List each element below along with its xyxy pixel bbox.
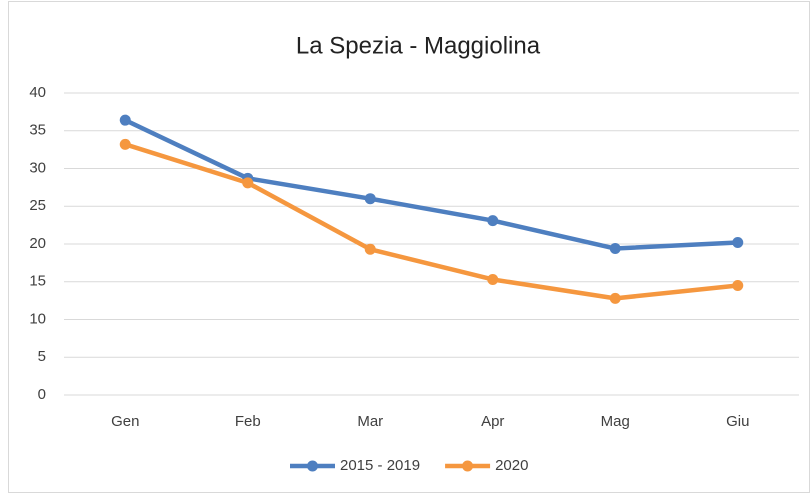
y-tick-label: 10 — [29, 310, 46, 327]
x-tick-label: Gen — [111, 413, 139, 430]
data-point — [732, 236, 744, 248]
y-tick-label: 20 — [29, 235, 46, 252]
x-tick-label: Mar — [357, 413, 383, 430]
legend-marker — [462, 460, 474, 472]
data-point — [242, 177, 254, 189]
x-tick-label: Giu — [726, 413, 749, 430]
data-point — [119, 138, 131, 150]
data-point — [487, 215, 499, 227]
y-tick-label: 5 — [38, 348, 46, 365]
data-point — [364, 243, 376, 255]
y-tick-label: 40 — [29, 84, 46, 101]
y-tick-label: 25 — [29, 197, 46, 214]
legend-label: 2015 - 2019 — [340, 457, 420, 474]
data-point — [487, 273, 499, 285]
data-point — [119, 114, 131, 126]
data-point — [732, 280, 744, 292]
legend-label: 2020 — [495, 457, 528, 474]
x-tick-label: Feb — [235, 413, 261, 430]
legend-marker — [307, 460, 318, 472]
series-line — [124, 118, 738, 251]
y-tick-label: 15 — [29, 273, 46, 290]
data-point — [609, 243, 621, 255]
data-point — [609, 292, 621, 304]
series-line — [124, 142, 738, 301]
y-tick-label: 30 — [29, 159, 46, 176]
y-tick-label: 35 — [29, 122, 46, 139]
data-point — [364, 193, 376, 205]
y-tick-label: 0 — [38, 386, 46, 403]
chart-title: La Spezia - Maggiolina — [296, 32, 541, 59]
x-tick-label: Mag — [601, 413, 630, 430]
x-tick-label: Apr — [481, 413, 504, 430]
